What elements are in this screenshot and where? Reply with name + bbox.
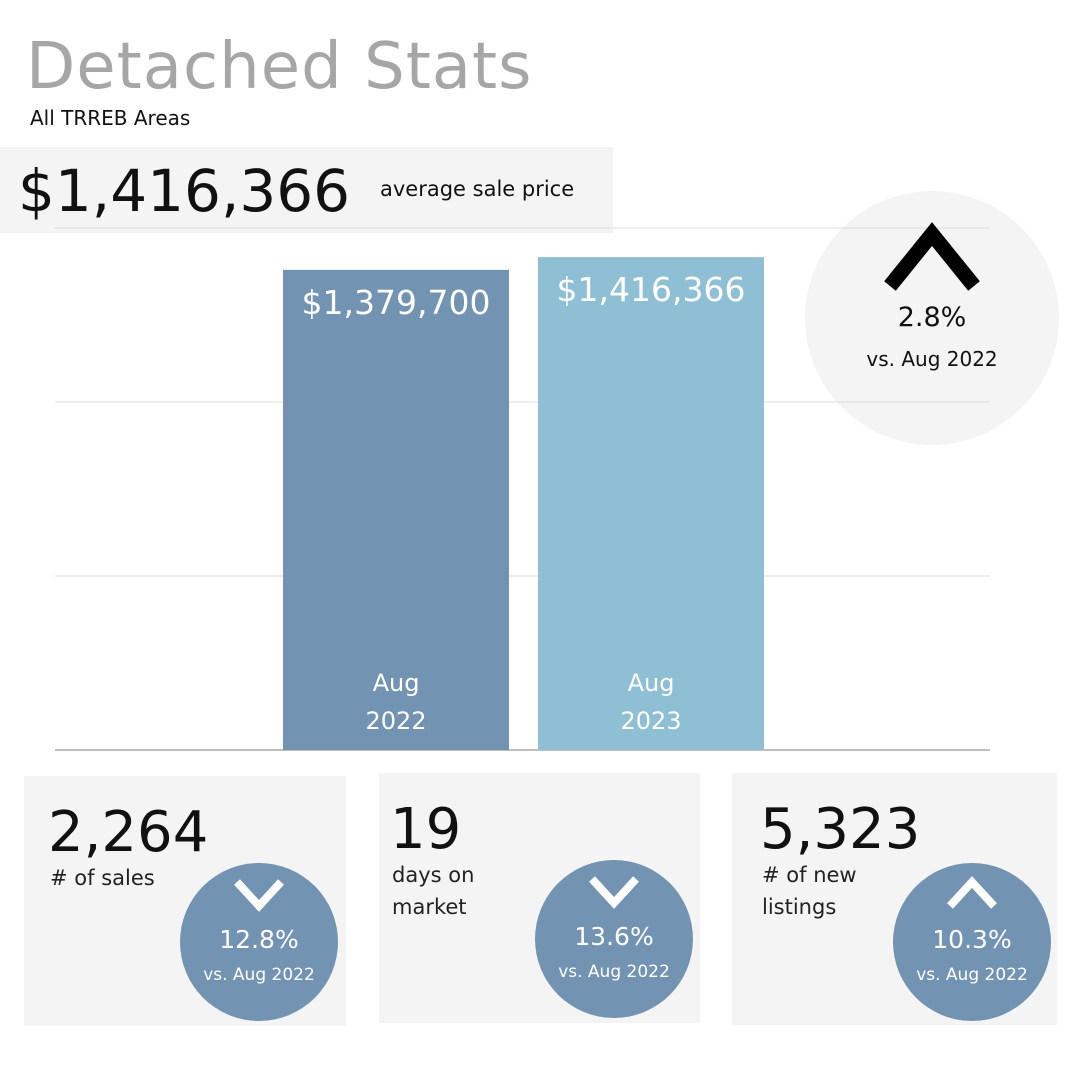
stat-value: 2,264 (48, 800, 209, 865)
change-circle (535, 860, 693, 1018)
change-circle (893, 863, 1051, 1021)
value-label: $1,379,700 (302, 283, 491, 322)
stat-change: 12.8% (219, 925, 299, 954)
headline-box (0, 147, 613, 233)
stat-comparison: vs. Aug 2022 (558, 962, 670, 982)
headline-value: $1,416,366 (18, 157, 351, 225)
x-tick-label: Aug 2023 (620, 669, 682, 735)
bar (538, 257, 764, 750)
headline-label: average sale price (380, 177, 575, 201)
stat-comparison: vs. Aug 2022 (916, 965, 1028, 985)
change-circle (180, 863, 338, 1021)
change-value: 2.8% (897, 302, 967, 333)
stat-change: 13.6% (574, 922, 654, 951)
stat-value: 19 (390, 797, 462, 862)
arrow-icon (884, 222, 980, 291)
bar (283, 269, 509, 750)
stat-label: # of sales (50, 866, 155, 890)
stat-comparison: vs. Aug 2022 (203, 965, 315, 985)
arrow-icon (234, 879, 284, 912)
change-comparison: vs. Aug 2022 (866, 347, 998, 371)
stat-change: 10.3% (932, 925, 1012, 954)
subtitle: All TRREB Areas (30, 106, 191, 130)
stat-value: 5,323 (760, 797, 921, 862)
title: Detached Stats (26, 30, 533, 104)
x-tick-label: Aug 2022 (365, 669, 427, 735)
stat-label: # of new listings (762, 863, 857, 919)
arrow-icon (589, 876, 639, 909)
value-label: $1,416,366 (557, 270, 746, 309)
arrow-icon (947, 876, 997, 909)
change-circle (805, 191, 1059, 445)
stat-label: days on market (392, 863, 475, 919)
